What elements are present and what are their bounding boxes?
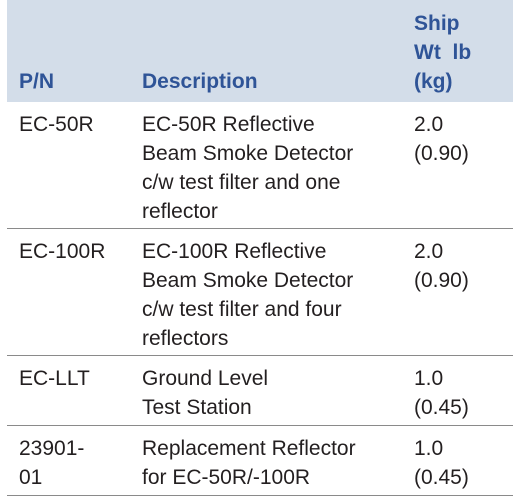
weight-lb: 2.0 — [414, 240, 444, 263]
description-cell: EC-50R Reflective Beam Smoke Detector c/… — [142, 110, 407, 226]
description-line: Test Station — [142, 396, 252, 419]
part-number-cell: EC-50R — [19, 110, 137, 139]
description-line: reflector — [142, 200, 218, 223]
table-row: EC-LLT Ground Level Test Station 1.0 (0.… — [7, 356, 513, 426]
description-line: EC-100R Reflective — [142, 240, 327, 263]
table-row: 23901- 01 Replacement Reflector for EC-5… — [7, 426, 513, 496]
description-line: for EC-50R/-100R — [142, 466, 311, 489]
weight-kg: (0.90) — [414, 269, 469, 292]
description-line: EC-50R Reflective — [142, 113, 315, 136]
header-description: Description — [142, 70, 258, 93]
part-number-line: EC-100R — [19, 240, 106, 263]
part-number-line: EC-LLT — [19, 367, 90, 390]
weight-kg: (0.90) — [414, 142, 469, 165]
description-line: Beam Smoke Detector — [142, 269, 354, 292]
description-line: c/w test filter and four — [142, 298, 342, 321]
description-cell: EC-100R Reflective Beam Smoke Detector c… — [142, 237, 407, 353]
part-number-line: EC-50R — [19, 113, 94, 136]
part-number-cell: EC-LLT — [19, 364, 137, 393]
ship-weight-cell: 2.0 (0.90) — [414, 110, 510, 168]
ship-weight-cell: 1.0 (0.45) — [414, 434, 510, 492]
description-cell: Replacement Reflector for EC-50R/-100R — [142, 434, 407, 492]
description-cell: Ground Level Test Station — [142, 364, 407, 422]
description-line: Replacement Reflector — [142, 437, 356, 460]
ship-weight-cell: 1.0 (0.45) — [414, 364, 510, 422]
header-part-number: P/N — [19, 70, 55, 93]
description-line: reflectors — [142, 327, 229, 350]
description-line: Ground Level — [142, 367, 269, 390]
description-line: c/w test filter and one — [142, 171, 341, 194]
weight-kg: (0.45) — [414, 396, 469, 419]
weight-kg: (0.45) — [414, 466, 469, 489]
table-row: EC-100R EC-100R Reflective Beam Smoke De… — [7, 229, 513, 356]
header-ship-weight: Ship Wt lb (kg) — [414, 9, 510, 96]
header-ship-weight-line: Ship — [414, 12, 460, 35]
part-number-cell: EC-100R — [19, 237, 137, 266]
description-line: Beam Smoke Detector — [142, 142, 354, 165]
ship-weight-cell: 2.0 (0.90) — [414, 237, 510, 295]
weight-lb: 1.0 — [414, 367, 444, 390]
table-header: P/N Description Ship Wt lb (kg) — [7, 0, 513, 102]
table-row: EC-50R EC-50R Reflective Beam Smoke Dete… — [7, 102, 513, 229]
part-number-cell: 23901- 01 — [19, 434, 137, 492]
header-ship-weight-line: (kg) — [414, 70, 453, 93]
part-number-line: 23901- — [19, 437, 85, 460]
header-ship-weight-line: Wt lb — [414, 41, 472, 64]
part-number-line: 01 — [19, 466, 43, 489]
weight-lb: 2.0 — [414, 113, 444, 136]
weight-lb: 1.0 — [414, 437, 444, 460]
